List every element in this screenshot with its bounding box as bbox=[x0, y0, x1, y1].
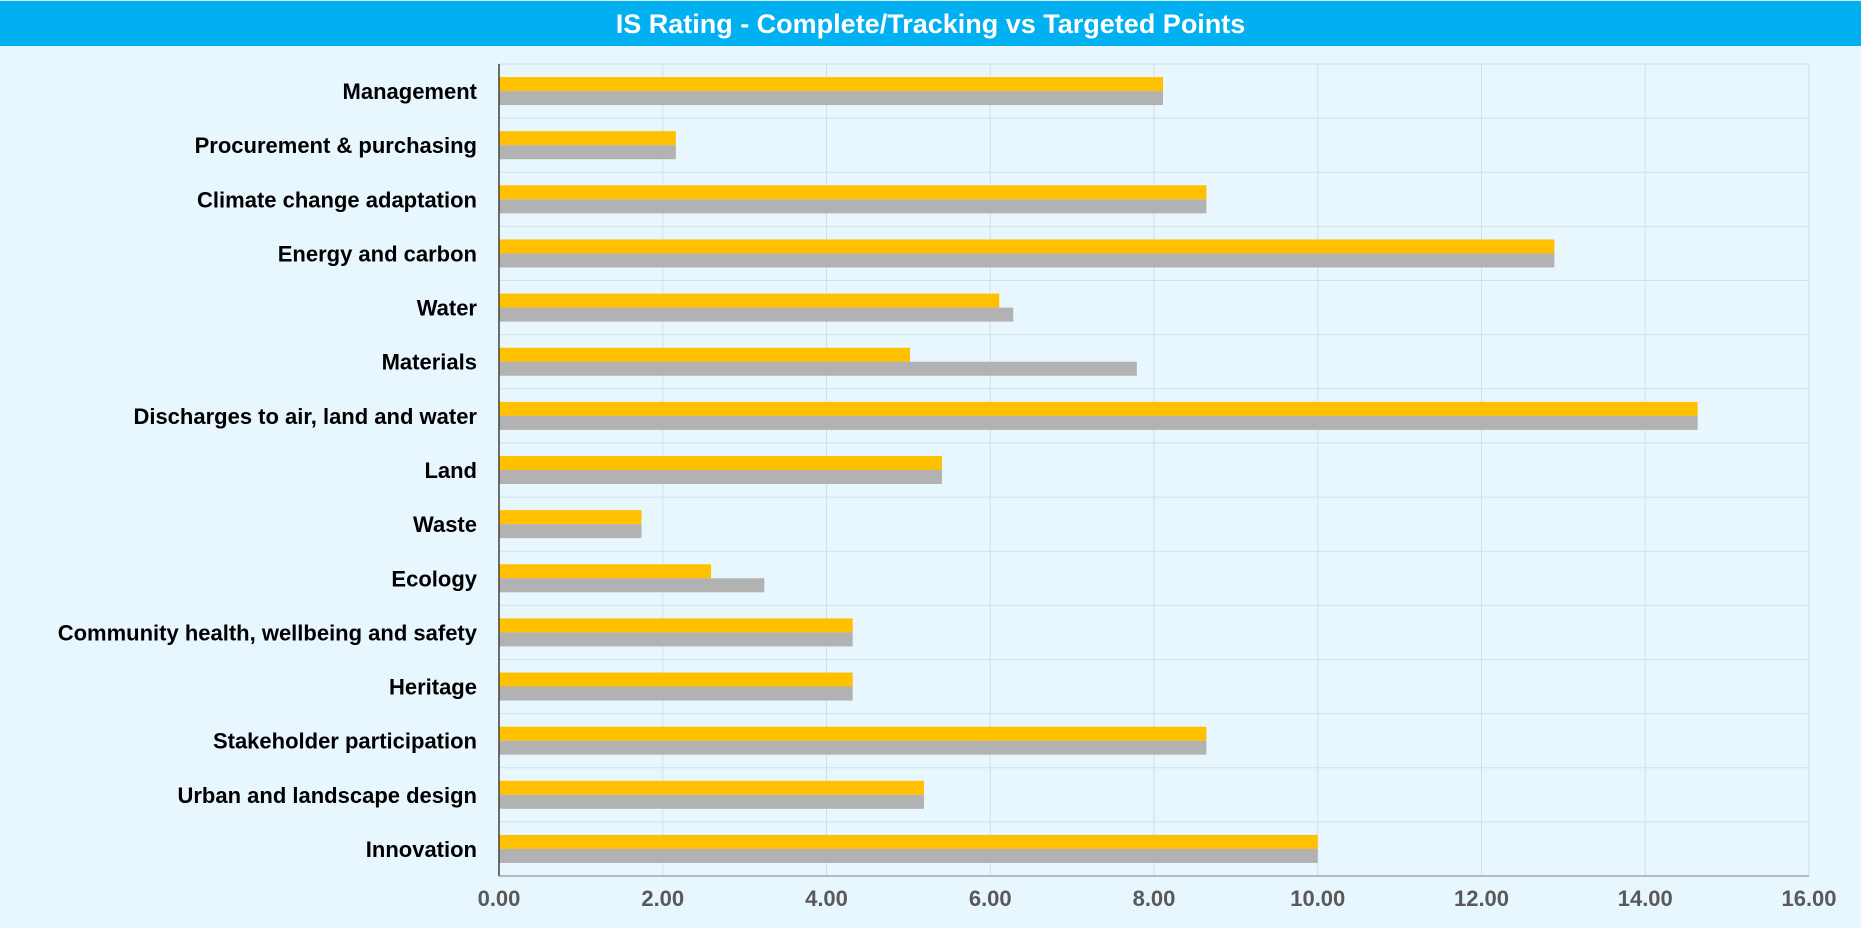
bar-grey bbox=[499, 578, 765, 593]
category-label: Climate change adaptation bbox=[197, 187, 477, 212]
x-tick-labels: 0.00 2.00 4.00 6.00 8.00 10.00 12.00 14.00 16.00 bbox=[478, 886, 1837, 911]
category-label: Materials bbox=[382, 350, 477, 375]
bar-grey bbox=[499, 632, 853, 647]
bar-grey bbox=[499, 740, 1207, 755]
category-label: Land bbox=[424, 458, 477, 483]
bar-gold bbox=[499, 131, 676, 146]
x-tick-label: 0.00 bbox=[478, 886, 521, 911]
axes bbox=[498, 64, 1809, 877]
gridlines bbox=[499, 63, 1810, 877]
bar-gold bbox=[499, 834, 1318, 849]
bar-grey bbox=[499, 253, 1555, 268]
category-label: Procurement & purchasing bbox=[195, 133, 477, 158]
bar-gold bbox=[499, 672, 853, 687]
bar-grey bbox=[499, 361, 1137, 376]
bars bbox=[499, 77, 1698, 863]
bar-grey bbox=[499, 686, 853, 701]
bar-grey bbox=[499, 524, 642, 539]
bar-gold bbox=[499, 564, 712, 579]
bar-gold bbox=[499, 726, 1207, 741]
category-label: Stakeholder participation bbox=[213, 729, 477, 754]
x-tick-label: 10.00 bbox=[1290, 886, 1345, 911]
x-tick-label: 8.00 bbox=[1133, 886, 1176, 911]
x-tick-label: 6.00 bbox=[969, 886, 1012, 911]
bar-grey bbox=[499, 415, 1698, 430]
bar-grey bbox=[499, 91, 1164, 106]
x-tick-label: 2.00 bbox=[641, 886, 684, 911]
category-labels: Management Procurement & purchasing Climat… bbox=[58, 79, 478, 862]
bar-gold bbox=[499, 456, 942, 470]
bar-gold bbox=[499, 401, 1698, 416]
bar-gold bbox=[499, 293, 1000, 308]
bar-grey bbox=[499, 199, 1207, 214]
category-label: Innovation bbox=[366, 837, 477, 862]
plot-area: Management Procurement & purchasing Climat… bbox=[0, 46, 1861, 928]
category-label: Management bbox=[343, 79, 478, 104]
bar-gold bbox=[499, 185, 1207, 200]
bar-grey bbox=[499, 145, 676, 160]
bar-grey bbox=[499, 848, 1318, 863]
x-tick-label: 4.00 bbox=[805, 886, 848, 911]
bar-grey bbox=[499, 307, 1014, 322]
bar-gold bbox=[499, 77, 1164, 92]
x-tick-label: 16.00 bbox=[1781, 886, 1836, 911]
x-tick-label: 12.00 bbox=[1454, 886, 1509, 911]
bar-gold bbox=[499, 780, 924, 795]
chart-title: IS Rating - Complete/Tracking vs Targete… bbox=[0, 0, 1861, 46]
bar-gold bbox=[499, 239, 1555, 254]
bar-gold bbox=[499, 347, 911, 362]
category-label: Discharges to air, land and water bbox=[133, 404, 477, 429]
category-label: Heritage bbox=[389, 675, 477, 700]
x-tick-label: 14.00 bbox=[1618, 886, 1673, 911]
bar-grey bbox=[499, 470, 942, 484]
category-label: Water bbox=[417, 296, 478, 321]
bar-chart: Management Procurement & purchasing Climat… bbox=[58, 63, 1837, 911]
category-label: Community health, wellbeing and safety bbox=[58, 620, 478, 645]
bar-gold bbox=[499, 618, 853, 633]
bar-gold bbox=[499, 510, 642, 525]
bar-grey bbox=[499, 794, 924, 809]
category-label: Waste bbox=[413, 512, 477, 537]
category-label: Energy and carbon bbox=[278, 241, 477, 266]
category-label: Ecology bbox=[391, 566, 477, 591]
category-label: Urban and landscape design bbox=[177, 783, 477, 808]
